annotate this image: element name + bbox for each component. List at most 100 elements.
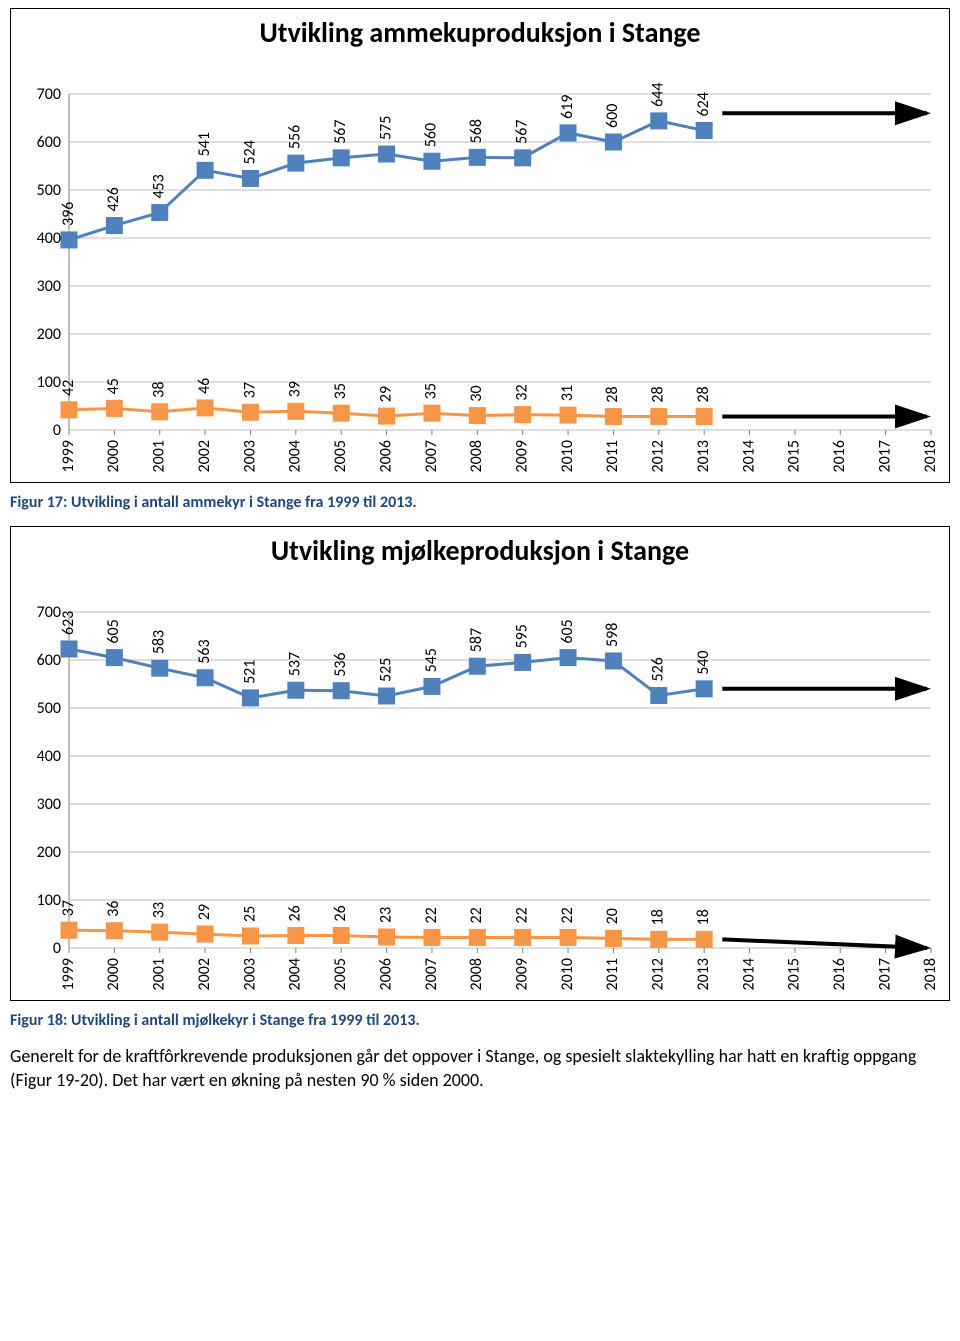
svg-text:700: 700 bbox=[37, 603, 61, 622]
svg-text:595: 595 bbox=[512, 624, 531, 648]
svg-text:2013: 2013 bbox=[694, 958, 713, 990]
svg-text:35: 35 bbox=[422, 383, 441, 399]
svg-text:537: 537 bbox=[286, 652, 305, 676]
svg-text:0: 0 bbox=[53, 939, 61, 958]
svg-text:2007: 2007 bbox=[422, 440, 441, 472]
chart-title: Utvikling mjølkeproduksjon i Stange bbox=[11, 527, 949, 570]
svg-text:526: 526 bbox=[649, 657, 668, 681]
svg-text:1999: 1999 bbox=[59, 958, 78, 990]
svg-text:300: 300 bbox=[37, 277, 61, 296]
svg-text:700: 700 bbox=[37, 85, 61, 104]
svg-text:400: 400 bbox=[37, 747, 61, 766]
svg-text:39: 39 bbox=[286, 381, 305, 397]
svg-text:2010: 2010 bbox=[558, 958, 577, 990]
svg-text:536: 536 bbox=[331, 652, 350, 676]
chart-svg: 0100200300400500600700199920002001200220… bbox=[11, 52, 949, 482]
svg-text:2003: 2003 bbox=[240, 958, 259, 990]
svg-text:18: 18 bbox=[649, 909, 668, 925]
svg-text:200: 200 bbox=[37, 843, 61, 862]
svg-text:605: 605 bbox=[104, 619, 123, 643]
svg-text:396: 396 bbox=[59, 202, 78, 226]
svg-text:28: 28 bbox=[603, 386, 622, 402]
svg-text:575: 575 bbox=[376, 116, 395, 140]
svg-text:100: 100 bbox=[37, 891, 61, 910]
svg-text:46: 46 bbox=[195, 378, 214, 394]
svg-text:400: 400 bbox=[37, 229, 61, 248]
svg-text:524: 524 bbox=[240, 140, 259, 164]
svg-text:0: 0 bbox=[53, 421, 61, 440]
svg-text:600: 600 bbox=[37, 133, 61, 152]
svg-text:35: 35 bbox=[331, 383, 350, 399]
svg-text:567: 567 bbox=[331, 120, 350, 144]
svg-text:560: 560 bbox=[422, 123, 441, 147]
svg-text:583: 583 bbox=[150, 630, 169, 654]
svg-text:29: 29 bbox=[376, 386, 395, 402]
svg-text:605: 605 bbox=[558, 619, 577, 643]
svg-text:2000: 2000 bbox=[104, 958, 123, 990]
svg-text:300: 300 bbox=[37, 795, 61, 814]
svg-text:2016: 2016 bbox=[830, 958, 849, 990]
svg-text:2018: 2018 bbox=[921, 958, 940, 990]
svg-text:545: 545 bbox=[422, 648, 441, 672]
svg-text:25: 25 bbox=[240, 906, 259, 922]
svg-text:22: 22 bbox=[558, 907, 577, 923]
svg-text:2013: 2013 bbox=[694, 440, 713, 472]
svg-text:600: 600 bbox=[603, 104, 622, 128]
svg-text:30: 30 bbox=[467, 385, 486, 401]
svg-text:2008: 2008 bbox=[467, 440, 486, 472]
svg-text:2000: 2000 bbox=[104, 440, 123, 472]
svg-text:100: 100 bbox=[37, 373, 61, 392]
svg-text:37: 37 bbox=[59, 900, 78, 916]
svg-text:36: 36 bbox=[104, 901, 123, 917]
body-paragraph: Generelt for de kraftfôrkrevende produks… bbox=[10, 1044, 950, 1093]
svg-text:29: 29 bbox=[195, 904, 214, 920]
svg-text:453: 453 bbox=[150, 174, 169, 198]
svg-text:22: 22 bbox=[512, 907, 531, 923]
svg-text:2016: 2016 bbox=[830, 440, 849, 472]
svg-text:2018: 2018 bbox=[921, 440, 940, 472]
chart-ammeku: Utvikling ammekuproduksjon i Stange 0100… bbox=[10, 8, 950, 483]
svg-text:37: 37 bbox=[240, 382, 259, 398]
svg-text:426: 426 bbox=[104, 187, 123, 211]
svg-text:624: 624 bbox=[694, 92, 713, 116]
svg-text:2015: 2015 bbox=[785, 440, 804, 472]
svg-text:500: 500 bbox=[37, 181, 61, 200]
svg-text:200: 200 bbox=[37, 325, 61, 344]
svg-text:2012: 2012 bbox=[649, 440, 668, 472]
svg-text:2011: 2011 bbox=[603, 958, 622, 990]
svg-text:623: 623 bbox=[59, 611, 78, 635]
svg-text:20: 20 bbox=[603, 908, 622, 924]
svg-text:2011: 2011 bbox=[603, 440, 622, 472]
svg-text:28: 28 bbox=[649, 386, 668, 402]
svg-text:23: 23 bbox=[376, 907, 395, 923]
svg-text:2017: 2017 bbox=[875, 958, 894, 990]
svg-text:18: 18 bbox=[694, 909, 713, 925]
svg-text:38: 38 bbox=[150, 382, 169, 398]
svg-text:22: 22 bbox=[422, 907, 441, 923]
svg-text:2012: 2012 bbox=[649, 958, 668, 990]
svg-text:2014: 2014 bbox=[739, 958, 758, 990]
svg-text:2001: 2001 bbox=[150, 440, 169, 472]
svg-text:2015: 2015 bbox=[785, 958, 804, 990]
svg-text:2009: 2009 bbox=[512, 440, 531, 472]
svg-text:26: 26 bbox=[331, 905, 350, 921]
svg-text:644: 644 bbox=[649, 83, 668, 107]
svg-text:2003: 2003 bbox=[240, 440, 259, 472]
svg-text:2001: 2001 bbox=[150, 958, 169, 990]
svg-text:42: 42 bbox=[59, 380, 78, 396]
svg-text:32: 32 bbox=[512, 384, 531, 400]
svg-text:2006: 2006 bbox=[376, 440, 395, 472]
svg-text:500: 500 bbox=[37, 699, 61, 718]
svg-text:2008: 2008 bbox=[467, 958, 486, 990]
svg-text:45: 45 bbox=[104, 378, 123, 394]
svg-text:28: 28 bbox=[694, 386, 713, 402]
svg-text:22: 22 bbox=[467, 907, 486, 923]
svg-text:1999: 1999 bbox=[59, 440, 78, 472]
chart-mjolk: Utvikling mjølkeproduksjon i Stange 0 100… bbox=[10, 526, 950, 1001]
svg-text:2004: 2004 bbox=[286, 440, 305, 472]
svg-text:598: 598 bbox=[603, 623, 622, 647]
svg-text:568: 568 bbox=[467, 119, 486, 143]
svg-text:2009: 2009 bbox=[512, 958, 531, 990]
svg-text:2004: 2004 bbox=[286, 958, 305, 990]
svg-text:2006: 2006 bbox=[376, 958, 395, 990]
